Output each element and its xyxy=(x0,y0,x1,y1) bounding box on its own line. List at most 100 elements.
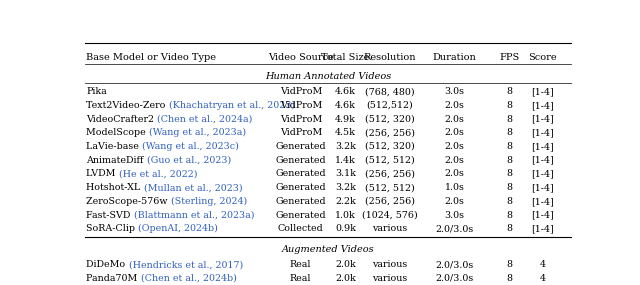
Text: 4.6k: 4.6k xyxy=(335,101,356,110)
Text: various: various xyxy=(372,224,408,233)
Text: [1-4]: [1-4] xyxy=(531,197,554,206)
Text: 8: 8 xyxy=(506,224,512,233)
Text: [1-4]: [1-4] xyxy=(531,101,554,110)
Text: Real: Real xyxy=(290,260,312,269)
Text: Generated: Generated xyxy=(275,183,326,192)
Text: 4.5k: 4.5k xyxy=(335,128,356,137)
Text: 2.0s: 2.0s xyxy=(445,128,465,137)
Text: 3.2k: 3.2k xyxy=(335,183,356,192)
Text: 8: 8 xyxy=(506,183,512,192)
Text: Generated: Generated xyxy=(275,142,326,151)
Text: VideoCrafter2: VideoCrafter2 xyxy=(86,115,157,123)
Text: Text2Video-Zero: Text2Video-Zero xyxy=(86,101,169,110)
Text: Generated: Generated xyxy=(275,197,326,206)
Text: 8: 8 xyxy=(506,142,512,151)
Text: Augmented Videos: Augmented Videos xyxy=(282,245,374,254)
Text: (512, 512): (512, 512) xyxy=(365,183,415,192)
Text: VidProM: VidProM xyxy=(280,101,322,110)
Text: (OpenAI, 2024b): (OpenAI, 2024b) xyxy=(138,224,218,233)
Text: 4.9k: 4.9k xyxy=(335,115,356,123)
Text: 8: 8 xyxy=(506,211,512,219)
Text: 8: 8 xyxy=(506,101,512,110)
Text: (256, 256): (256, 256) xyxy=(365,197,415,206)
Text: (512, 512): (512, 512) xyxy=(365,156,415,165)
Text: Video Source: Video Source xyxy=(268,53,333,62)
Text: Resolution: Resolution xyxy=(364,53,416,62)
Text: 2.0/3.0s: 2.0/3.0s xyxy=(435,224,474,233)
Text: 8: 8 xyxy=(506,197,512,206)
Text: Real: Real xyxy=(290,274,312,283)
Text: Pika: Pika xyxy=(86,87,107,96)
Text: (Chen et al., 2024b): (Chen et al., 2024b) xyxy=(141,274,237,283)
Text: Human Annotated Videos: Human Annotated Videos xyxy=(265,72,391,81)
Text: (256, 256): (256, 256) xyxy=(365,169,415,178)
Text: various: various xyxy=(372,260,408,269)
Text: VidProM: VidProM xyxy=(280,87,322,96)
Text: 8: 8 xyxy=(506,260,512,269)
Text: (Wang et al., 2023a): (Wang et al., 2023a) xyxy=(149,128,246,137)
Text: [1-4]: [1-4] xyxy=(531,224,554,233)
Text: Duration: Duration xyxy=(433,53,476,62)
Text: LVDM: LVDM xyxy=(86,169,119,178)
Text: (Mullan et al., 2023): (Mullan et al., 2023) xyxy=(144,183,243,192)
Text: 8: 8 xyxy=(506,115,512,123)
Text: 2.0s: 2.0s xyxy=(445,101,465,110)
Text: (Sterling, 2024): (Sterling, 2024) xyxy=(171,197,247,206)
Text: ZeroScope-576w: ZeroScope-576w xyxy=(86,197,171,206)
Text: [1-4]: [1-4] xyxy=(531,115,554,123)
Text: (1024, 576): (1024, 576) xyxy=(362,211,418,219)
Text: (768, 480): (768, 480) xyxy=(365,87,415,96)
Text: Generated: Generated xyxy=(275,169,326,178)
Text: 0.9k: 0.9k xyxy=(335,224,356,233)
Text: 1.0k: 1.0k xyxy=(335,211,356,219)
Text: 2.0s: 2.0s xyxy=(445,169,465,178)
Text: 2.0s: 2.0s xyxy=(445,142,465,151)
Text: 3.0s: 3.0s xyxy=(445,211,465,219)
Text: LaVie-base: LaVie-base xyxy=(86,142,142,151)
Text: [1-4]: [1-4] xyxy=(531,211,554,219)
Text: Panda70M: Panda70M xyxy=(86,274,141,283)
Text: Score: Score xyxy=(528,53,557,62)
Text: 2.0s: 2.0s xyxy=(445,115,465,123)
Text: FPS: FPS xyxy=(499,53,519,62)
Text: (512, 320): (512, 320) xyxy=(365,115,415,123)
Text: Hotshot-XL: Hotshot-XL xyxy=(86,183,144,192)
Text: 8: 8 xyxy=(506,169,512,178)
Text: Generated: Generated xyxy=(275,211,326,219)
Text: 1.0s: 1.0s xyxy=(445,183,465,192)
Text: 2.0s: 2.0s xyxy=(445,197,465,206)
Text: (512, 320): (512, 320) xyxy=(365,142,415,151)
Text: various: various xyxy=(372,274,408,283)
Text: 4.6k: 4.6k xyxy=(335,87,356,96)
Text: Total Size: Total Size xyxy=(321,53,369,62)
Text: VidProM: VidProM xyxy=(280,128,322,137)
Text: [1-4]: [1-4] xyxy=(531,87,554,96)
Text: 3.2k: 3.2k xyxy=(335,142,356,151)
Text: [1-4]: [1-4] xyxy=(531,142,554,151)
Text: [1-4]: [1-4] xyxy=(531,183,554,192)
Text: 2.0/3.0s: 2.0/3.0s xyxy=(435,260,474,269)
Text: Collected: Collected xyxy=(278,224,324,233)
Text: (Khachatryan et al., 2023): (Khachatryan et al., 2023) xyxy=(169,101,295,110)
Text: 8: 8 xyxy=(506,128,512,137)
Text: (Guo et al., 2023): (Guo et al., 2023) xyxy=(147,156,231,165)
Text: (Wang et al., 2023c): (Wang et al., 2023c) xyxy=(142,142,239,151)
Text: (He et al., 2022): (He et al., 2022) xyxy=(119,169,197,178)
Text: 2.0s: 2.0s xyxy=(445,156,465,165)
Text: 4: 4 xyxy=(540,260,545,269)
Text: 3.1k: 3.1k xyxy=(335,169,356,178)
Text: (Chen et al., 2024a): (Chen et al., 2024a) xyxy=(157,115,253,123)
Text: SoRA-Clip: SoRA-Clip xyxy=(86,224,138,233)
Text: 2.2k: 2.2k xyxy=(335,197,356,206)
Text: (Hendricks et al., 2017): (Hendricks et al., 2017) xyxy=(129,260,243,269)
Text: 2.0k: 2.0k xyxy=(335,274,356,283)
Text: Base Model or Video Type: Base Model or Video Type xyxy=(86,53,216,62)
Text: (256, 256): (256, 256) xyxy=(365,128,415,137)
Text: 2.0/3.0s: 2.0/3.0s xyxy=(435,274,474,283)
Text: ModelScope: ModelScope xyxy=(86,128,149,137)
Text: 8: 8 xyxy=(506,87,512,96)
Text: [1-4]: [1-4] xyxy=(531,156,554,165)
Text: 8: 8 xyxy=(506,156,512,165)
Text: (Blattmann et al., 2023a): (Blattmann et al., 2023a) xyxy=(134,211,254,219)
Text: DiDeMo: DiDeMo xyxy=(86,260,129,269)
